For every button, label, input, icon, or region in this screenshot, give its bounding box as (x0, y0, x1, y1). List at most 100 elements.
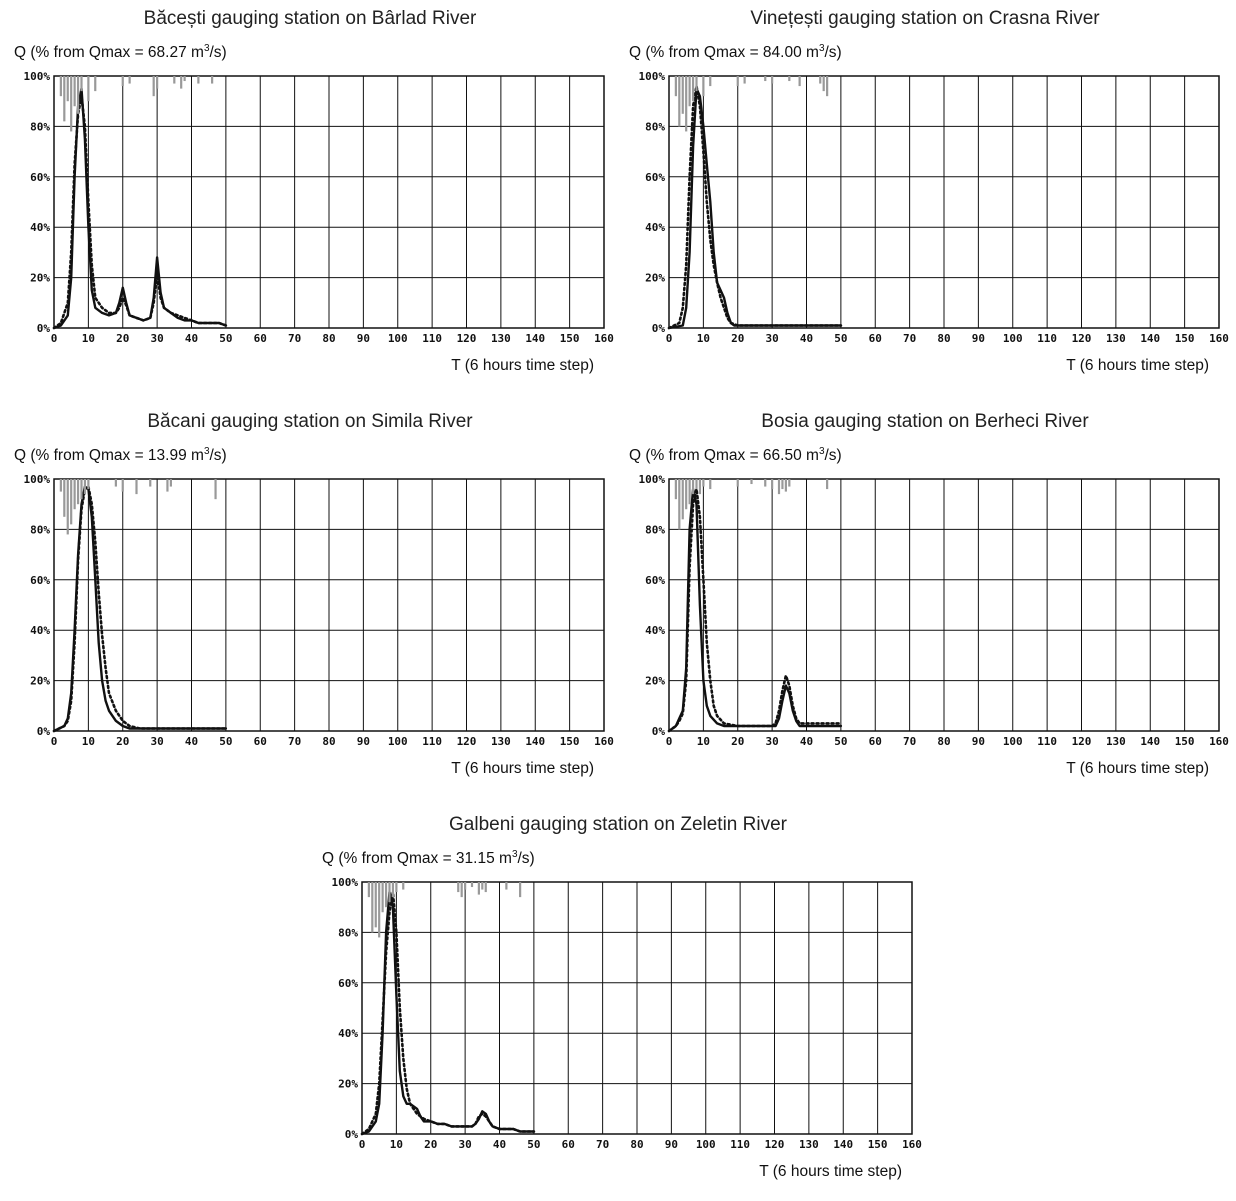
chart-title: Bosia gauging station on Berheci River (761, 411, 1089, 432)
x-tick-label: 120 (457, 332, 477, 345)
x-tick-label: 50 (834, 332, 847, 345)
rainfall-bar (771, 479, 774, 490)
x-tick-label: 20 (116, 735, 129, 748)
grid-lines (668, 478, 1220, 732)
rainfall-bar (128, 76, 131, 84)
rainfall-bar (169, 479, 172, 487)
rainfall-bar (681, 479, 684, 520)
rainfall-bar (66, 479, 69, 535)
chart-title: Băcani gauging station on Simila River (147, 411, 473, 432)
grid-lines (668, 75, 1220, 329)
x-tick-label: 90 (972, 735, 985, 748)
y-tick-label: 40% (30, 221, 50, 234)
x-tick-label: 40 (800, 735, 813, 748)
rainfall-bar (781, 479, 784, 490)
x-tick-label: 130 (1106, 735, 1126, 748)
chart-svg: Băcești gauging station on Bârlad River Q… (14, 8, 614, 374)
rainfall-bar (135, 479, 138, 495)
chart-svg: Vinețești gauging station on Crasna Rive… (629, 8, 1229, 374)
rainfall-bar (691, 479, 695, 495)
simulated-discharge-line (52, 94, 228, 330)
rainfall-bar (94, 76, 97, 92)
rainfall-bar (771, 76, 774, 84)
x-tick-label: 40 (800, 332, 813, 345)
y-tick-label: 40% (645, 221, 665, 234)
x-tick-label: 10 (390, 1138, 403, 1151)
x-tick-label: 140 (1140, 332, 1160, 345)
rainfall-bar (83, 479, 87, 495)
x-tick-label: 90 (972, 332, 985, 345)
rainfall-bar (152, 76, 155, 97)
chart-title: Vinețești gauging station on Crasna Rive… (750, 8, 1100, 29)
x-tick-label: 50 (834, 735, 847, 748)
y-axis-label: Q (% from Qmax = 68.27 m3/s) (14, 43, 227, 61)
rainfall-bar (87, 479, 90, 490)
x-tick-label: 10 (82, 332, 95, 345)
rainfall-bar (484, 882, 487, 893)
rainfall-bar (826, 76, 829, 97)
rainfall-bar (457, 882, 460, 893)
x-tick-label: 110 (730, 1138, 750, 1151)
plot-frame (53, 75, 605, 329)
simulated-discharge-line (52, 485, 228, 733)
grid-lines (361, 881, 913, 1135)
y-axis-label: Q (% from Qmax = 13.99 m3/s) (14, 446, 227, 464)
y-tick-label: 40% (338, 1027, 358, 1040)
x-tick-label: 150 (560, 332, 580, 345)
x-axis-label: T (6 hours time step) (451, 760, 594, 777)
rainfall-bar (784, 479, 787, 492)
x-tick-label: 120 (1072, 735, 1092, 748)
grid-lines (53, 75, 605, 329)
x-tick-label: 130 (491, 735, 511, 748)
x-tick-label: 80 (937, 735, 950, 748)
rainfall-bar (674, 76, 677, 97)
x-tick-label: 110 (422, 735, 442, 748)
x-tick-label: 140 (833, 1138, 853, 1151)
x-tick-label: 100 (1003, 735, 1023, 748)
y-tick-label: 80% (645, 523, 665, 536)
x-tick-label: 60 (869, 735, 882, 748)
rainfall-bar (121, 76, 124, 87)
x-tick-label: 80 (322, 332, 335, 345)
x-tick-label: 110 (1037, 332, 1057, 345)
x-tick-label: 90 (357, 332, 370, 345)
rainfall-bar (180, 76, 183, 89)
rainfall-bar (685, 479, 688, 510)
rainfall-bar (59, 76, 62, 97)
rainfall-bar (709, 76, 712, 87)
x-tick-label: 50 (527, 1138, 540, 1151)
rainfall-bar (80, 76, 83, 92)
x-tick-label: 70 (288, 332, 301, 345)
x-tick-label: 60 (869, 332, 882, 345)
x-tick-label: 20 (424, 1138, 437, 1151)
rainfall-bar (788, 479, 791, 487)
rainfall-bar (681, 76, 684, 114)
rainfall-bar (374, 882, 377, 928)
x-axis-label: T (6 hours time step) (1066, 357, 1209, 374)
x-tick-label: 20 (116, 332, 129, 345)
x-tick-label: 100 (696, 1138, 716, 1151)
x-tick-label: 150 (560, 735, 580, 748)
x-tick-label: 140 (1140, 735, 1160, 748)
rainfall-bar (214, 479, 217, 500)
rainfall-bar (519, 882, 522, 898)
rainfall-bar (678, 479, 681, 530)
rainfall-bar (764, 76, 767, 82)
x-tick-label: 150 (868, 1138, 888, 1151)
x-tick-label: 150 (1175, 735, 1195, 748)
chart-svg: Galbeni gauging station on Zeletin River… (322, 814, 922, 1180)
rainfall-bar (76, 479, 80, 505)
rainfall-bar (736, 76, 739, 87)
x-tick-label: 140 (525, 735, 545, 748)
rainfall-bar (764, 479, 767, 487)
plot-frame (668, 478, 1220, 732)
x-tick-label: 50 (219, 332, 232, 345)
y-tick-label: 60% (30, 574, 50, 587)
chart-title: Galbeni gauging station on Zeletin River (449, 814, 788, 835)
y-tick-label: 0% (37, 725, 51, 738)
rainfall-bar (702, 76, 705, 97)
rainfall-bar (197, 76, 200, 84)
rainfall-bar (736, 479, 739, 487)
x-tick-label: 160 (1209, 735, 1229, 748)
rainfall-bar (384, 882, 388, 908)
